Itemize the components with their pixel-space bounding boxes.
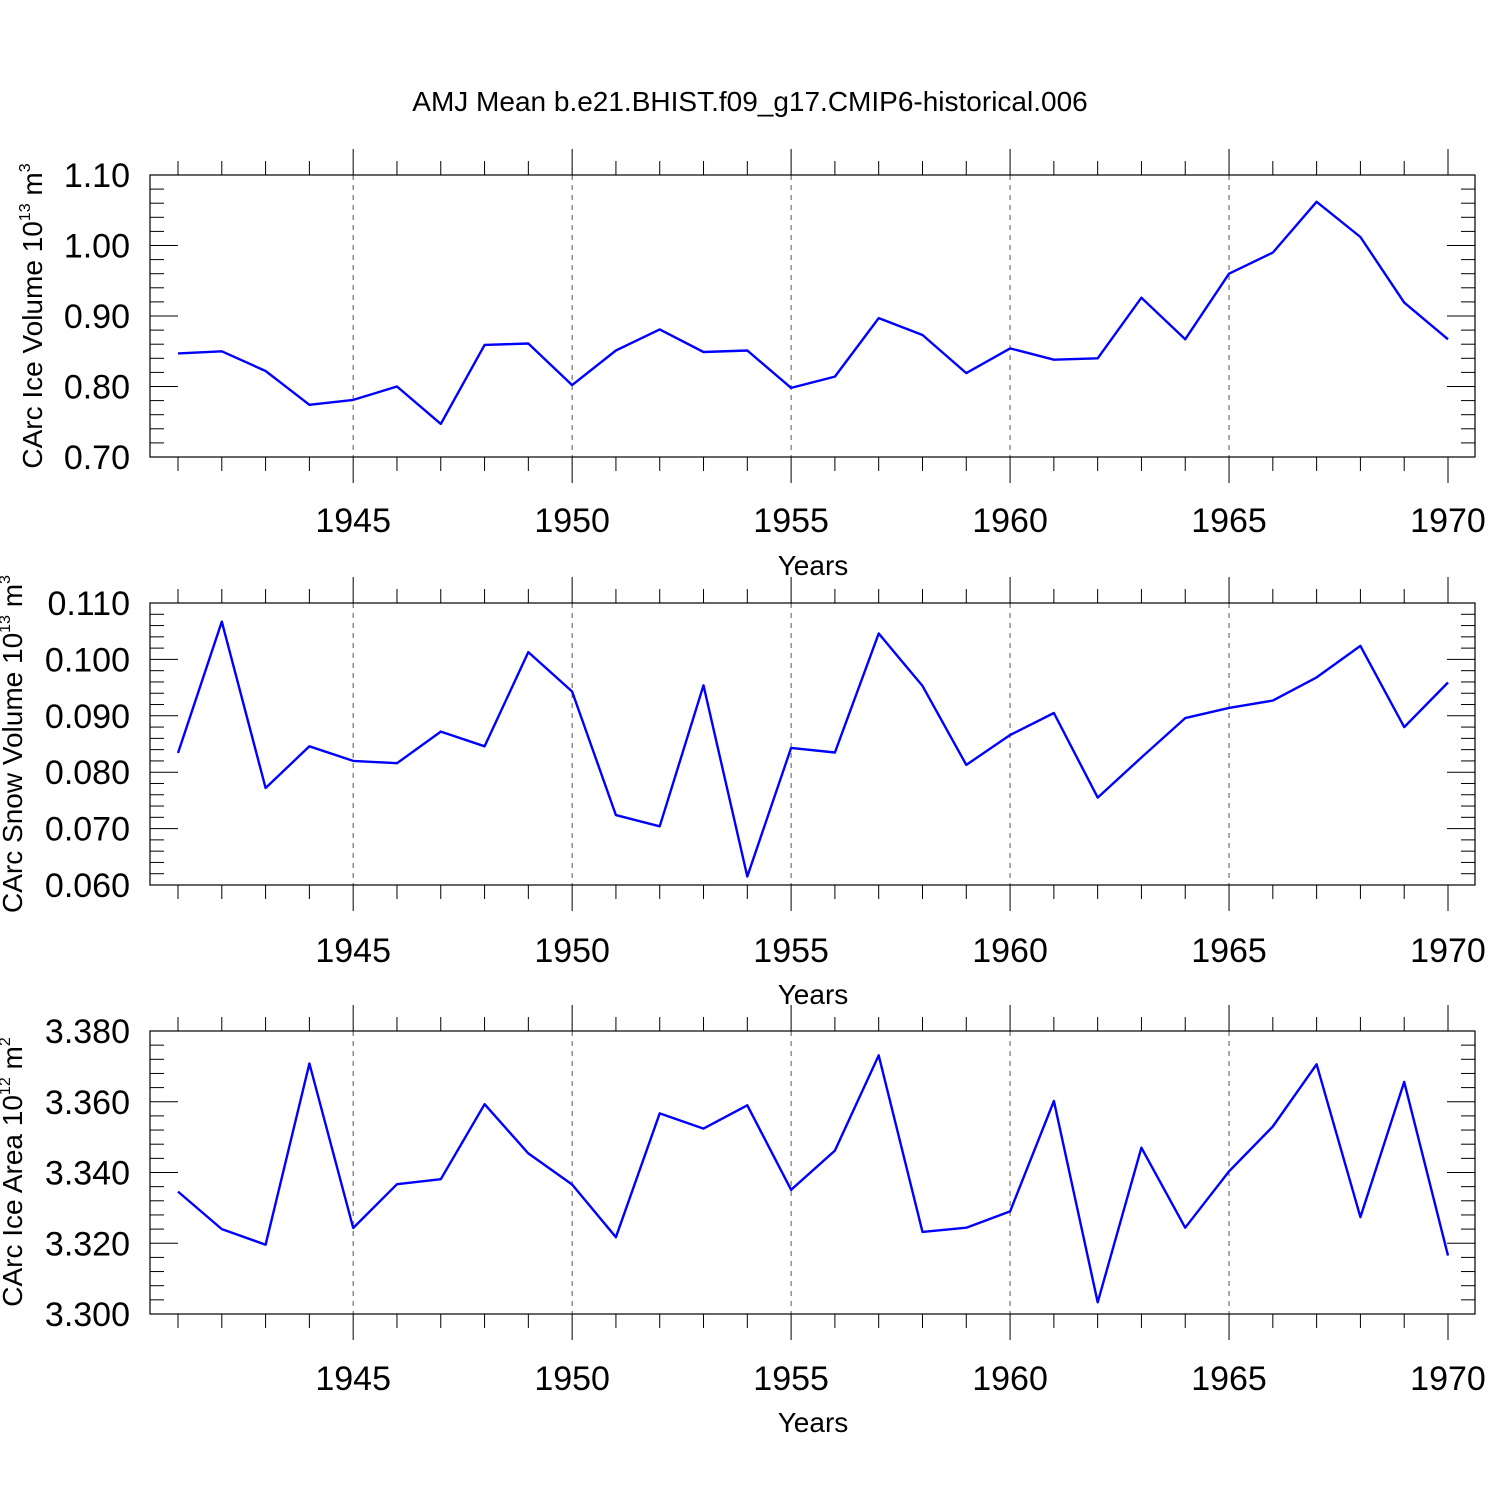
y-axis-label-exponent: 13 [0, 615, 14, 633]
x-tick-label: 1970 [1410, 502, 1486, 540]
panel-ice-area: 1945 1950 1955 1960 1965 1970 3.300 3.320 3.340 3… [0, 1005, 1486, 1438]
y-tick-label: 0.90 [64, 298, 130, 336]
y-tick-label: 0.100 [45, 641, 130, 679]
y-axis-label-unit: m [17, 172, 48, 203]
y-axis-label-main: CArc Ice Volume 10 [17, 221, 48, 468]
series-line [177, 1054, 1450, 1304]
y-tick-label: 0.090 [45, 698, 130, 736]
panel-ice-volume: 1945 1950 1955 1960 1965 1970 0.70 0.80 0.90 1.00… [17, 149, 1486, 581]
x-tick-label: 1955 [753, 502, 829, 540]
y-tick-label: 0.70 [64, 439, 130, 477]
y-axis-label-exponent: 13 [17, 203, 34, 221]
x-axis-label: Years [778, 979, 849, 1010]
figure-title: AMJ Mean b.e21.BHIST.f09_g17.CMIP6-histo… [412, 86, 1087, 117]
y-axis-label-unit-exponent: 3 [17, 163, 34, 172]
y-tick-label: 3.340 [45, 1155, 130, 1193]
y-tick-label: 1.10 [64, 157, 130, 195]
y-axis-label: CArc Ice Volume 1013 m3 [17, 163, 48, 468]
plot-frame [149, 174, 1476, 458]
y-axis-label-main: CArc Snow Volume 10 [0, 633, 28, 913]
x-tick-label: 1970 [1410, 932, 1486, 970]
x-tick-label: 1945 [315, 932, 391, 970]
y-tick-label: 3.380 [45, 1013, 130, 1051]
series-line [176, 620, 1449, 878]
x-tick-label: 1965 [1191, 932, 1267, 970]
y-axis-label: CArc Ice Area 1012 m2 [0, 1037, 28, 1307]
x-tick-label: 1945 [315, 502, 391, 540]
x-axis-label: Years [778, 1407, 849, 1438]
y-tick-label: 0.80 [64, 369, 130, 407]
y-axis-label-unit-exponent: 3 [0, 575, 14, 584]
y-axis-label: CArc Snow Volume 1013 m3 [0, 575, 28, 913]
y-axis-label-unit-exponent: 2 [0, 1037, 14, 1046]
x-tick-label: 1965 [1191, 1360, 1267, 1398]
x-axis-label: Years [778, 550, 849, 581]
y-tick-label: 3.300 [45, 1296, 130, 1334]
x-tick-label: 1950 [534, 1360, 610, 1398]
y-tick-label: 0.060 [45, 867, 130, 905]
x-tick-label: 1945 [315, 1360, 391, 1398]
y-axis-label-unit: m [0, 584, 28, 615]
y-tick-label: 3.360 [45, 1084, 130, 1122]
y-tick-label: 0.110 [47, 585, 130, 623]
y-axis-label-exponent: 12 [0, 1077, 14, 1095]
series-line [177, 200, 1449, 426]
y-tick-label: 0.080 [45, 754, 130, 792]
plot-frame [149, 602, 1476, 886]
x-tick-label: 1955 [753, 932, 829, 970]
panel-snow-volume: 1945 1950 1955 1960 1965 1970 0.060 0.070 0.080 0… [0, 575, 1486, 1010]
y-tick-label: 1.00 [64, 228, 130, 266]
x-tick-label: 1950 [534, 932, 610, 970]
x-tick-label: 1955 [753, 1360, 829, 1398]
x-tick-label: 1965 [1191, 502, 1267, 540]
plot-frame [149, 1030, 1476, 1315]
y-axis-label-main: CArc Ice Area 10 [0, 1095, 28, 1307]
y-tick-label: 3.320 [45, 1225, 130, 1263]
x-tick-label: 1960 [972, 932, 1048, 970]
y-axis-label-unit: m [0, 1046, 28, 1077]
x-tick-label: 1970 [1410, 1360, 1486, 1398]
x-tick-label: 1950 [534, 502, 610, 540]
y-tick-label: 0.070 [45, 811, 130, 849]
x-tick-label: 1960 [972, 1360, 1048, 1398]
x-tick-label: 1960 [972, 502, 1048, 540]
